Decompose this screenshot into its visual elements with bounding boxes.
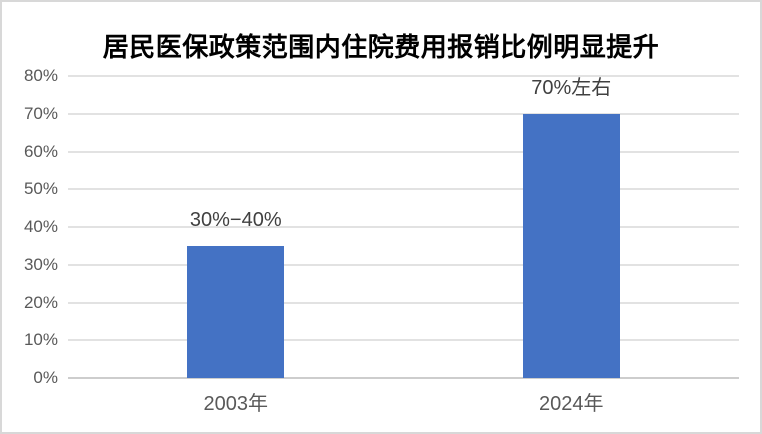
gridline [68, 301, 739, 304]
chart-title: 居民医保政策范围内住院费用报销比例明显提升 [102, 32, 660, 63]
bar-data-label: 30%−40% [189, 208, 282, 231]
y-axis-tick-label: 50% [23, 179, 58, 199]
y-axis-tick-label: 0% [33, 368, 58, 387]
y-axis-tick-label: 20% [23, 292, 58, 312]
gridline [68, 112, 739, 115]
y-axis-tick-label: 70% [23, 103, 58, 123]
y-axis-tick-label: 40% [23, 217, 58, 236]
y-axis-tick-label: 10% [23, 330, 58, 350]
y-axis-tick-label: 30% [23, 254, 58, 274]
x-axis-category-label: 2003年 [203, 393, 269, 415]
gridline [68, 339, 739, 342]
gridline [68, 226, 739, 228]
x-axis-category-label: 2024年 [539, 393, 604, 415]
gridline [68, 188, 739, 191]
y-axis-tick-label: 60% [23, 141, 58, 161]
bar-data-label: 70%左右 [531, 76, 612, 99]
gridline [68, 263, 739, 266]
y-axis-tick-label: 80% [23, 66, 58, 85]
gridline [68, 75, 739, 77]
x-axis-line [68, 377, 739, 379]
bar [187, 245, 285, 378]
gridline [68, 150, 739, 153]
bar [522, 113, 620, 378]
